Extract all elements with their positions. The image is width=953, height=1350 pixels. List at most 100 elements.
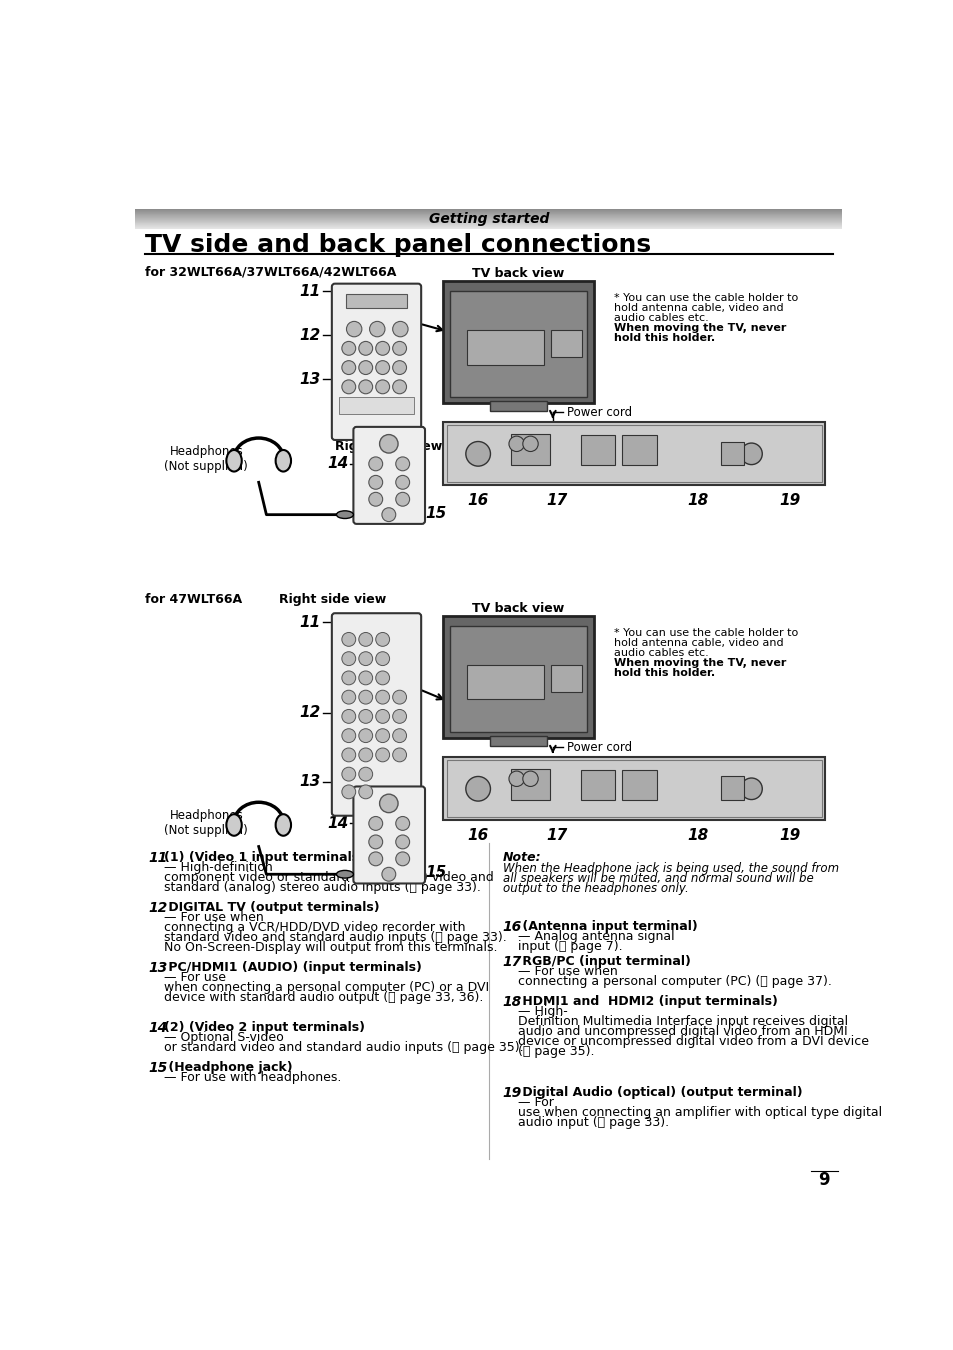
Text: Digital Audio (optical) (output terminal): Digital Audio (optical) (output terminal…: [517, 1085, 802, 1099]
Text: When moving the TV, never: When moving the TV, never: [614, 657, 786, 668]
Bar: [621, 435, 656, 464]
Text: Getting started: Getting started: [428, 212, 549, 225]
Ellipse shape: [275, 814, 291, 836]
Circle shape: [358, 652, 373, 666]
Circle shape: [465, 441, 490, 466]
Circle shape: [375, 360, 389, 374]
Text: use when connecting an amplifier with optical type digital: use when connecting an amplifier with op…: [517, 1106, 882, 1119]
Circle shape: [375, 710, 389, 724]
Text: TV back view: TV back view: [472, 602, 564, 616]
Text: when connecting a personal computer (PC) or a DVI: when connecting a personal computer (PC)…: [164, 981, 489, 995]
Circle shape: [369, 475, 382, 489]
Circle shape: [341, 784, 355, 799]
Circle shape: [393, 690, 406, 705]
Bar: [489, 736, 547, 745]
Circle shape: [341, 671, 355, 684]
Text: 19: 19: [779, 493, 800, 509]
Bar: [346, 294, 406, 308]
Circle shape: [375, 632, 389, 647]
Circle shape: [381, 508, 395, 521]
Circle shape: [375, 690, 389, 705]
Text: Headphones
(Not supplied): Headphones (Not supplied): [164, 446, 248, 474]
Circle shape: [369, 852, 382, 865]
Text: connecting a VCR/HDD/DVD video recorder with: connecting a VCR/HDD/DVD video recorder …: [164, 921, 465, 934]
Text: 13: 13: [299, 371, 321, 386]
Circle shape: [395, 836, 409, 849]
Text: — For use: — For use: [164, 971, 226, 984]
Circle shape: [375, 652, 389, 666]
Text: 9: 9: [818, 1170, 829, 1189]
Circle shape: [369, 493, 382, 506]
Text: When the Headphone jack is being used, the sound from: When the Headphone jack is being used, t…: [502, 861, 838, 875]
Circle shape: [369, 817, 382, 830]
Text: connecting a personal computer (PC) (⛯ page 37).: connecting a personal computer (PC) (⛯ p…: [517, 975, 831, 988]
Bar: [466, 664, 543, 699]
Text: * You can use the cable holder to: * You can use the cable holder to: [614, 628, 798, 637]
Circle shape: [341, 632, 355, 647]
Text: (2) (Video 2 input terminals): (2) (Video 2 input terminals): [164, 1021, 365, 1034]
Circle shape: [375, 342, 389, 355]
Text: (Headphone jack): (Headphone jack): [164, 1061, 293, 1075]
Text: device with standard audio output (⛯ page 33, 36).: device with standard audio output (⛯ pag…: [164, 991, 483, 1004]
Text: or standard video and standard audio inputs (⛯ page 35).: or standard video and standard audio inp…: [164, 1041, 523, 1053]
Bar: [580, 771, 615, 799]
Text: Power cord: Power cord: [566, 406, 631, 418]
Text: 15: 15: [149, 1061, 168, 1076]
Ellipse shape: [336, 871, 353, 878]
Text: 17: 17: [502, 954, 521, 969]
Text: 17: 17: [546, 829, 567, 844]
Circle shape: [341, 729, 355, 742]
Text: 12: 12: [149, 902, 168, 915]
Text: 14: 14: [327, 815, 349, 832]
Circle shape: [369, 836, 382, 849]
Text: 11: 11: [299, 616, 321, 630]
Text: — High-definition: — High-definition: [164, 861, 273, 875]
Text: standard video and standard audio inputs (⛯ page 33).: standard video and standard audio inputs…: [164, 931, 506, 944]
Text: 12: 12: [299, 705, 321, 720]
Circle shape: [395, 852, 409, 865]
Text: hold this holder.: hold this holder.: [614, 668, 715, 678]
Circle shape: [341, 690, 355, 705]
Circle shape: [358, 748, 373, 761]
Circle shape: [465, 776, 490, 801]
Text: When moving the TV, never: When moving the TV, never: [614, 323, 786, 333]
Bar: [466, 329, 543, 364]
Circle shape: [358, 784, 373, 799]
Text: — High-: — High-: [517, 1006, 567, 1018]
Circle shape: [358, 710, 373, 724]
Text: 18: 18: [502, 995, 521, 1010]
FancyBboxPatch shape: [353, 787, 425, 883]
Text: — For use when: — For use when: [164, 911, 263, 925]
Circle shape: [375, 379, 389, 394]
Ellipse shape: [336, 510, 353, 518]
Circle shape: [341, 710, 355, 724]
Text: HDMI1 and  HDMI2 (input terminals): HDMI1 and HDMI2 (input terminals): [517, 995, 778, 1008]
Circle shape: [379, 435, 397, 454]
Circle shape: [393, 379, 406, 394]
Text: TV back view: TV back view: [472, 267, 564, 281]
Bar: [489, 401, 547, 410]
FancyBboxPatch shape: [353, 427, 425, 524]
Ellipse shape: [275, 450, 291, 471]
Circle shape: [369, 456, 382, 471]
Circle shape: [341, 342, 355, 355]
Text: hold this holder.: hold this holder.: [614, 333, 715, 343]
Text: Note:: Note:: [502, 850, 541, 864]
Text: 13: 13: [149, 961, 168, 975]
Ellipse shape: [226, 814, 241, 836]
Circle shape: [375, 671, 389, 684]
Circle shape: [341, 652, 355, 666]
FancyBboxPatch shape: [332, 284, 420, 440]
Text: audio and uncompressed digital video from an HDMI: audio and uncompressed digital video fro…: [517, 1025, 847, 1038]
Text: Right side view: Right side view: [279, 593, 386, 606]
Bar: [446, 425, 821, 482]
Circle shape: [379, 794, 397, 813]
Text: hold antenna cable, video and: hold antenna cable, video and: [614, 302, 783, 313]
Text: PC/HDMI1 (AUDIO) (input terminals): PC/HDMI1 (AUDIO) (input terminals): [164, 961, 421, 975]
Text: audio cables etc.: audio cables etc.: [614, 313, 708, 323]
Circle shape: [358, 342, 373, 355]
Bar: [446, 760, 821, 817]
Bar: [449, 625, 587, 732]
Circle shape: [395, 456, 409, 471]
Circle shape: [358, 379, 373, 394]
